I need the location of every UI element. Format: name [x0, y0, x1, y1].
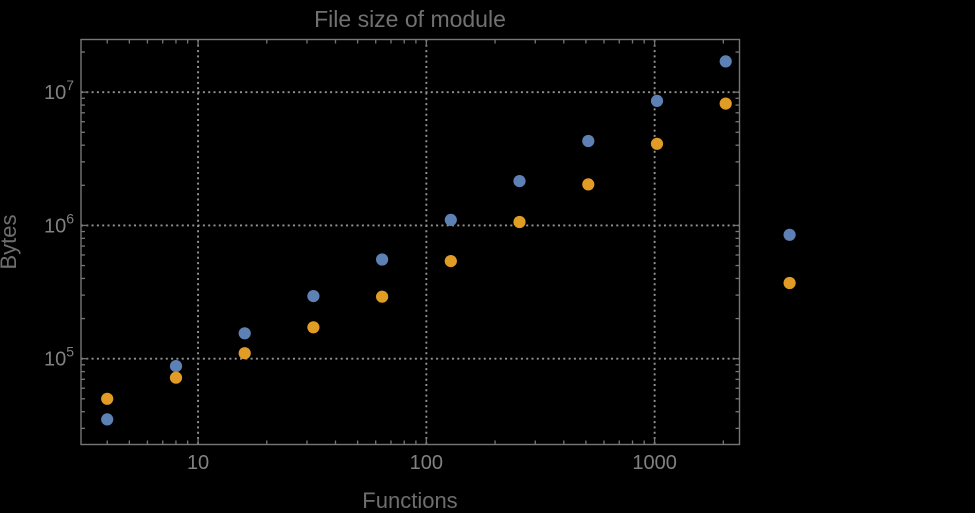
y-tick-label: 106: [44, 210, 74, 237]
chart-title: File size of module: [314, 6, 506, 32]
data-point-orange: [650, 137, 664, 150]
data-point-orange: [169, 371, 183, 384]
data-point-blue: [444, 213, 457, 226]
x-tick-labels: 10 100 1000: [187, 452, 677, 474]
data-point-blue: [238, 327, 251, 340]
data-point-orange: [513, 215, 526, 229]
data-point-blue: [783, 228, 796, 241]
data-point-orange: [719, 97, 732, 110]
axis-ticks: [81, 39, 740, 445]
data-point-orange: [238, 347, 251, 360]
x-tick-label: 100: [410, 452, 443, 474]
data-point-blue: [650, 94, 664, 107]
data-point-orange: [376, 290, 389, 303]
gridlines: [81, 39, 740, 445]
data-point-orange: [101, 392, 114, 405]
data-point-orange: [307, 321, 320, 334]
y-axis-label: Bytes: [0, 214, 21, 269]
plot-frame: [80, 38, 741, 446]
data-point-blue: [376, 253, 389, 266]
data-point-blue: [719, 55, 732, 68]
data-point-blue: [101, 413, 114, 426]
x-tick-label: 1000: [632, 452, 677, 474]
data-points: [101, 55, 796, 426]
y-tick-label: 105: [44, 344, 74, 371]
data-point-orange: [783, 276, 796, 290]
y-tick-labels: 105 106 107: [44, 77, 74, 371]
x-axis-label: Functions: [362, 488, 457, 513]
data-point-orange: [582, 178, 595, 191]
x-tick-label: 10: [187, 452, 209, 474]
data-point-blue: [513, 175, 526, 188]
data-point-blue: [169, 360, 183, 373]
data-point-blue: [582, 134, 595, 148]
y-tick-label: 107: [44, 77, 74, 104]
data-point-orange: [444, 255, 457, 268]
data-point-blue: [307, 290, 320, 303]
